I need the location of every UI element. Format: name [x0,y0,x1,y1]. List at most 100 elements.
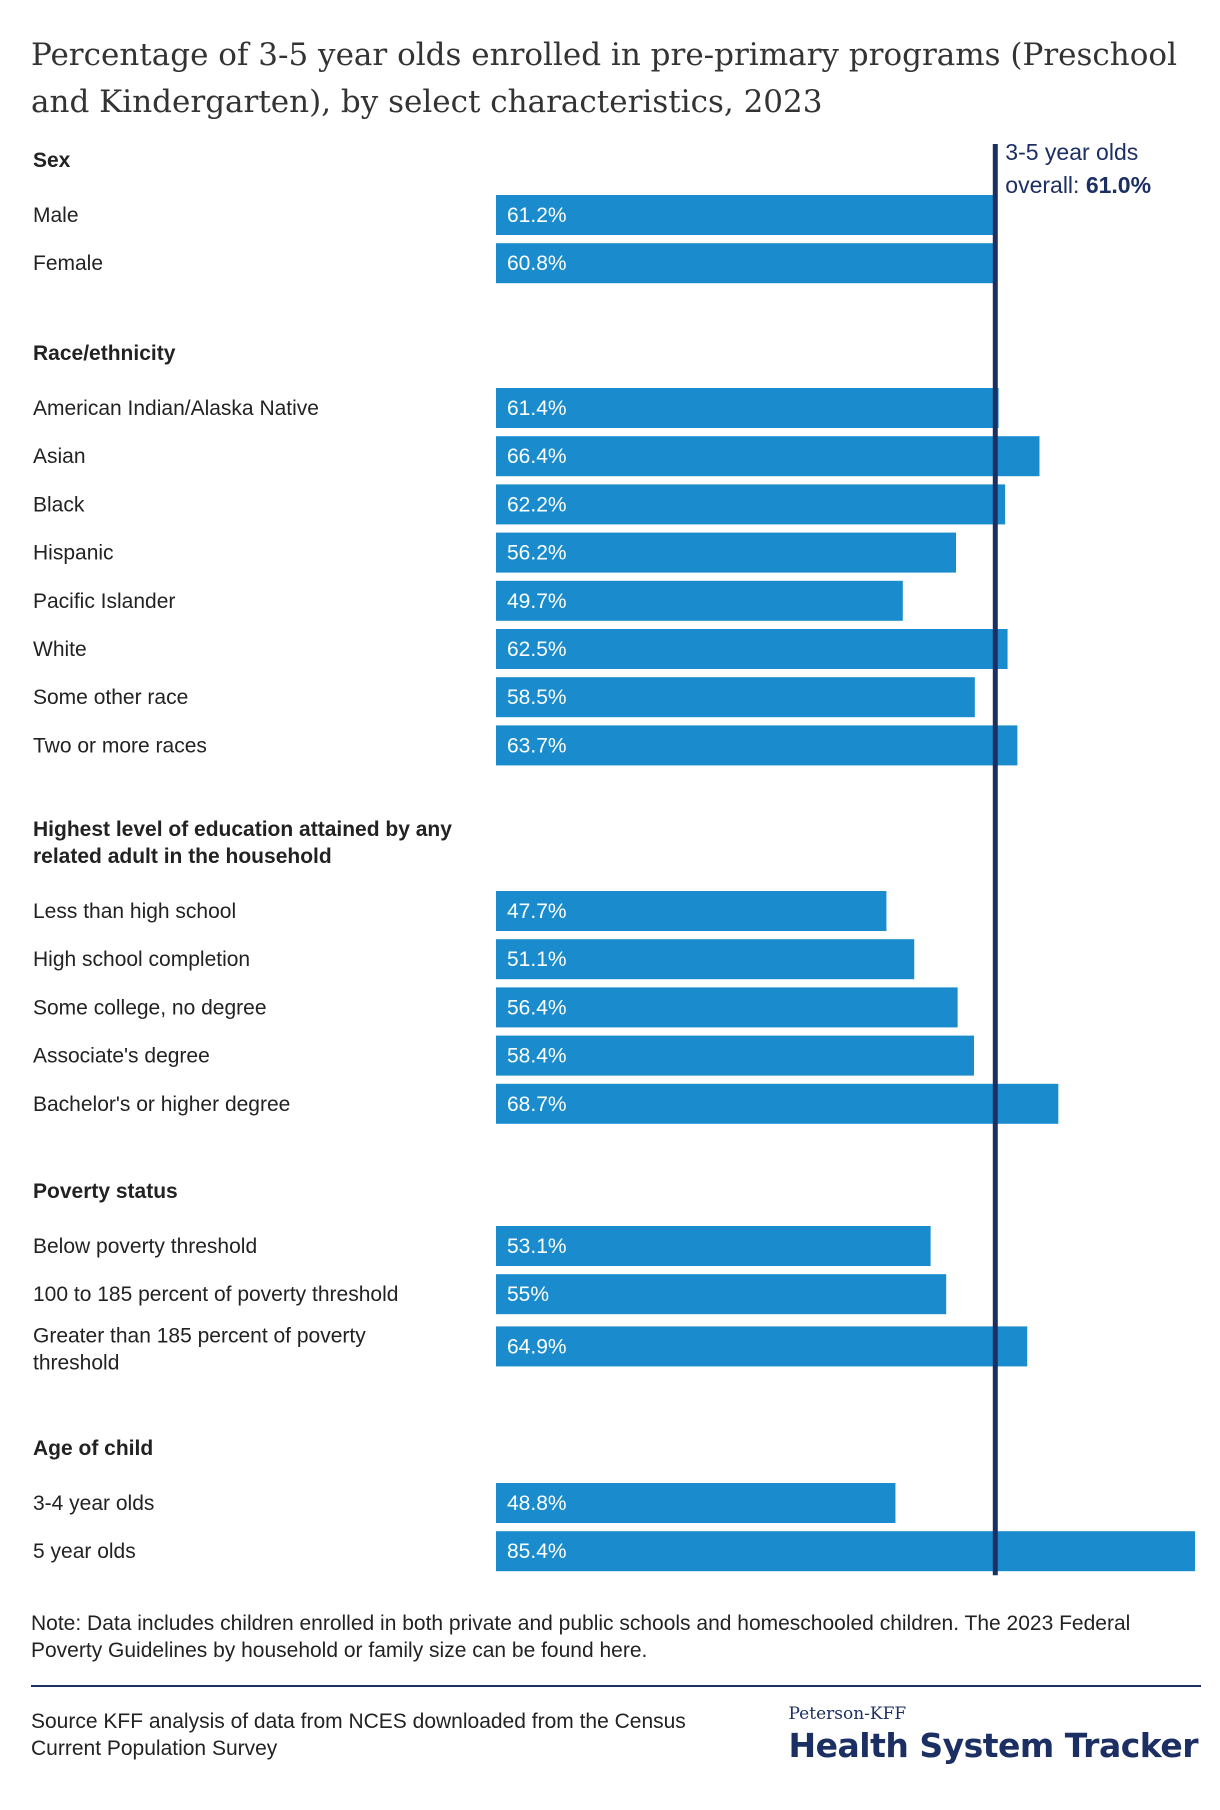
bar [496,1035,975,1076]
bar-chart: Sex Male 61.2% Female 60.8% Race/ethnicity Ame… [33,139,1195,1576]
bar [496,939,915,980]
category-label: 3-4 year olds [33,1492,154,1515]
category-label-line: Greater than 185 percent of poverty [33,1324,366,1347]
data-label: 55% [507,1283,549,1306]
bar [496,388,999,428]
data-label: 49.7% [507,590,567,613]
section-title: Sex [33,149,71,172]
chart-title: Percentage of 3-5 year olds enrolled in … [31,37,1178,120]
bar [496,677,975,718]
category-label-line: White [33,638,87,661]
category-label: White [33,638,87,661]
category-label-line: threshold [33,1351,119,1374]
reference-value: 61.0% [1086,172,1151,198]
bar [496,891,887,931]
brand-top-text: Peterson-KFF [788,1704,907,1724]
category-label: Male [33,204,79,227]
data-label: 68.7% [507,1093,567,1116]
category-label: High school completion [33,948,250,971]
category-label-line: Some college, no degree [33,996,267,1019]
chart-section: Sex Male 61.2% Female 60.8% [33,149,997,284]
footnote: Note: Data includes children enrolled in… [31,1612,1131,1662]
chart-section: Poverty status Below poverty threshold 53.… [33,1180,1028,1374]
reference-label: 3-5 year olds [1005,139,1138,165]
bar [496,1274,947,1315]
data-label: 53.1% [507,1235,567,1258]
category-label: Greater than 185 percent of poverty thres… [33,1324,366,1374]
chart-section: Highest level of education attained by a… [33,818,1059,1124]
category-label: Below poverty threshold [33,1235,257,1258]
bar [496,532,956,573]
category-label-line: Two or more races [33,734,207,757]
category-label-line: 100 to 185 percent of poverty threshold [33,1283,398,1306]
data-label: 58.5% [507,686,567,709]
category-label-line: Female [33,252,103,275]
section-title: Highest level of education attained by a… [33,818,452,868]
brand-logo: Peterson-KFF Health System Tracker [789,1704,1199,1765]
section-title-line: Poverty status [33,1180,178,1203]
section-title-line: related adult in the household [33,845,332,868]
bar [496,1483,896,1523]
category-label: Female [33,252,103,275]
data-label: 64.9% [507,1335,567,1358]
category-label-line: 5 year olds [33,1540,136,1563]
category-label: Bachelor's or higher degree [33,1093,290,1116]
data-label: 48.8% [507,1492,567,1515]
data-label: 56.4% [507,996,567,1019]
category-label-line: Associate's degree [33,1045,210,1068]
section-title: Poverty status [33,1180,178,1203]
section-title-line: Highest level of education attained by a… [33,818,452,841]
data-label: 61.4% [507,397,567,420]
category-label: Some college, no degree [33,996,267,1019]
data-label: 66.4% [507,445,567,468]
category-label: American Indian/Alaska Native [33,397,319,420]
category-label-line: Male [33,204,79,227]
data-label: 51.1% [507,948,567,971]
data-label: 85.4% [507,1540,567,1563]
category-label-line: High school completion [33,948,250,971]
divider [31,1685,1201,1687]
reference-label-value: overall: 61.0% [1005,172,1151,198]
data-label: 60.8% [507,252,567,275]
data-label: 58.4% [507,1045,567,1068]
category-label: 5 year olds [33,1540,136,1563]
category-label-line: Asian [33,445,86,468]
category-label-line: Black [33,493,85,516]
bar [496,243,994,284]
section-title-line: Race/ethnicity [33,342,176,365]
bar [496,1326,1028,1367]
category-label-line: Below poverty threshold [33,1235,257,1258]
bar [496,987,958,1028]
bar [496,484,1006,525]
bar [496,1226,931,1266]
category-label: Pacific Islander [33,590,175,613]
data-label: 62.5% [507,638,567,661]
category-label-line: American Indian/Alaska Native [33,397,319,420]
category-label: Black [33,493,85,516]
category-label: Less than high school [33,900,236,923]
section-title-line: Age of child [33,1437,153,1460]
category-label-line: Pacific Islander [33,590,175,613]
data-label: 61.2% [507,204,567,227]
bar [496,195,997,235]
category-label-line: 3-4 year olds [33,1492,154,1515]
category-label: Two or more races [33,734,207,757]
data-label: 62.2% [507,493,567,516]
bar [496,725,1018,766]
category-label: Some other race [33,686,188,709]
bar [496,1083,1059,1124]
category-label: 100 to 185 percent of poverty threshold [33,1283,398,1306]
source-text: Source KFF analysis of data from NCES do… [31,1710,686,1760]
chart-section: Race/ethnicity American Indian/Alaska Nat… [33,342,1040,766]
data-label: 63.7% [507,734,567,757]
category-label: Asian [33,445,86,468]
section-title: Age of child [33,1437,153,1460]
chart-section: Age of child 3-4 year olds 48.8% 5 year old… [33,1437,1195,1572]
category-label: Associate's degree [33,1045,210,1068]
bar [496,1531,1195,1572]
bar [496,580,903,621]
brand-main-text: Health System Tracker [788,1726,1199,1765]
category-label: Hispanic [33,542,114,565]
category-label-line: Less than high school [33,900,236,923]
section-title-line: Sex [33,149,71,172]
